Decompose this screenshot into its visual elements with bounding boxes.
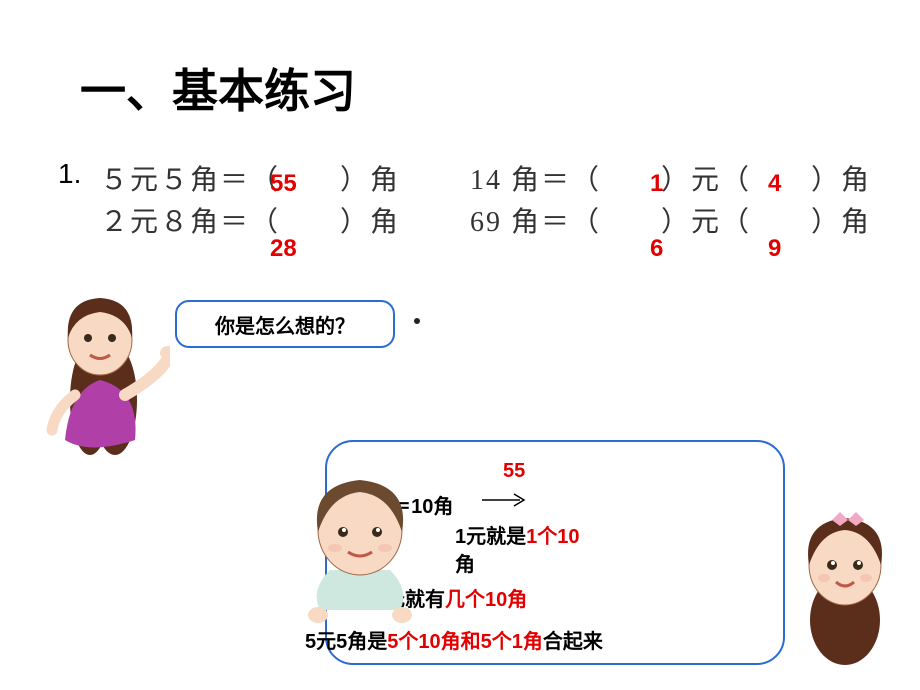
bubble1-text: 你是怎么想的？ xyxy=(215,310,355,339)
explain-line-3: 角 xyxy=(455,548,475,577)
answer-9: 9 xyxy=(768,235,781,263)
question-number: 1. xyxy=(58,158,81,190)
question-2b: 69 角＝（ ）元（ ）角 xyxy=(470,200,871,240)
answer-4: 4 xyxy=(768,170,781,198)
question-1a: ５元５角＝（ ）角 xyxy=(100,158,400,198)
question-2a: ２元８角＝（ ）角 xyxy=(100,200,400,240)
boy-cartoon xyxy=(290,470,430,650)
answer-55-arrow: 55 xyxy=(503,460,525,483)
girl-cartoon xyxy=(790,510,900,680)
arrow-icon xyxy=(480,492,528,508)
answer-1: 1 xyxy=(650,170,663,198)
speech-bubble-question: 你是怎么想的？ xyxy=(175,300,395,348)
answer-28: 28 xyxy=(270,235,297,263)
section-title: 一、基本练习 xyxy=(80,55,356,121)
cursor-dot xyxy=(414,318,420,324)
explain-line-2: 1元就是1个10 xyxy=(455,520,580,549)
answer-55: 55 xyxy=(270,170,297,198)
teacher-cartoon xyxy=(30,280,170,480)
answer-6: 6 xyxy=(650,235,663,263)
question-1b: 14 角＝（ ）元（ ）角 xyxy=(470,158,871,198)
